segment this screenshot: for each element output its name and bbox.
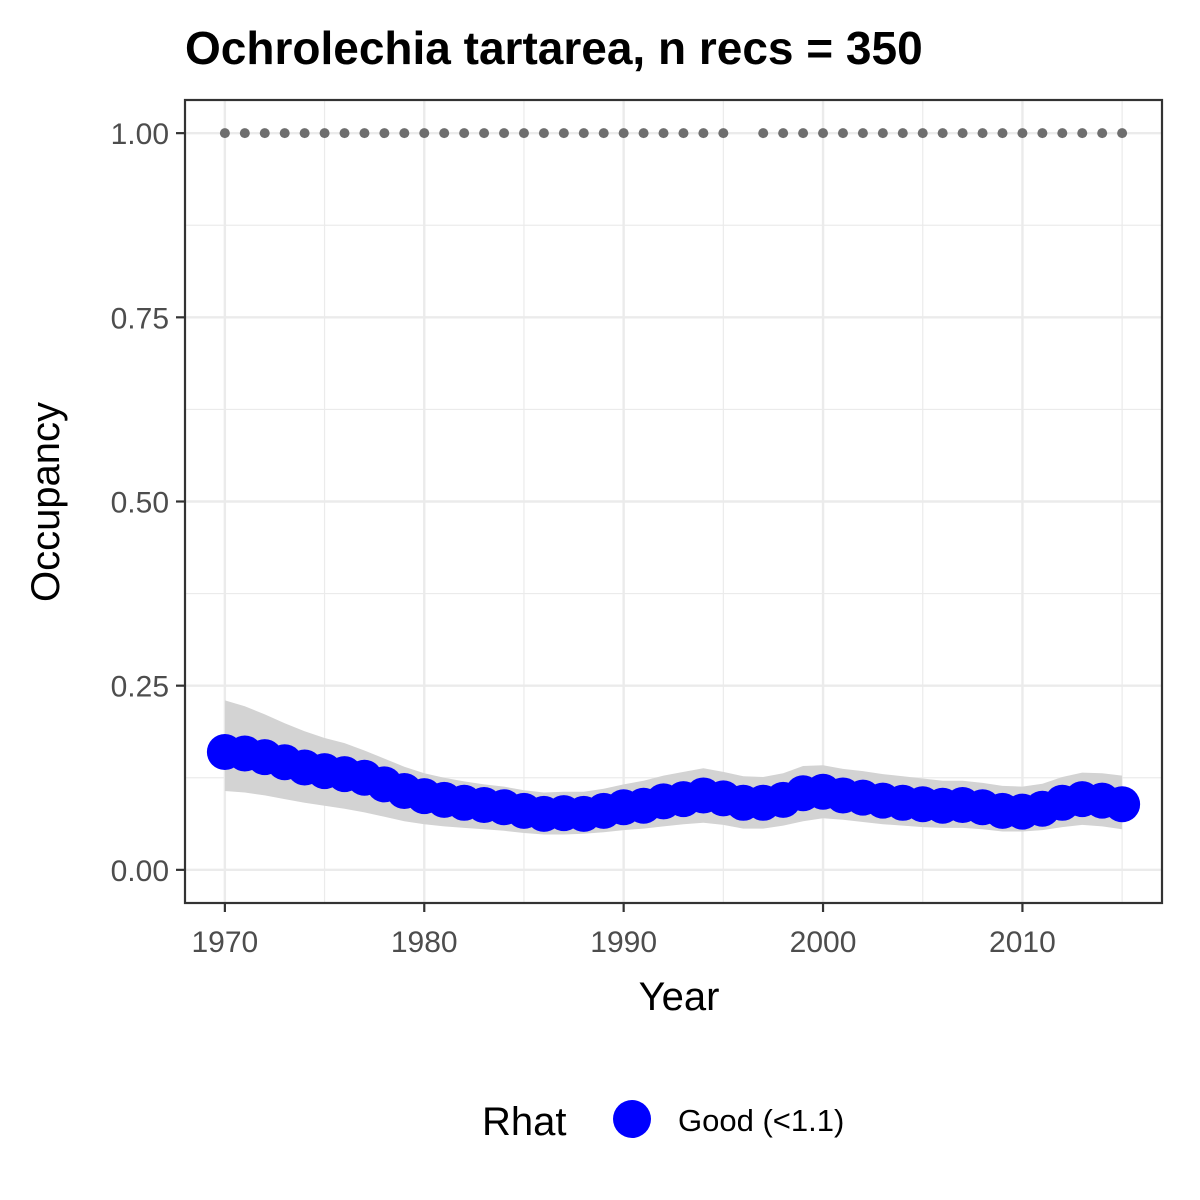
record-dot [459, 128, 470, 139]
record-dot [1077, 128, 1088, 139]
y-tick-label: 0.50 [111, 487, 169, 520]
record-dot [857, 128, 868, 139]
legend-key-good [613, 1100, 651, 1138]
record-dot [558, 128, 569, 139]
y-tick-label: 0.75 [111, 302, 169, 335]
record-dot [419, 128, 430, 139]
record-dot [957, 128, 968, 139]
x-tick-label: 1970 [192, 926, 259, 959]
record-dot [818, 128, 829, 139]
record-dot [897, 128, 908, 139]
occupancy-points [206, 733, 1141, 832]
record-dot [219, 128, 230, 139]
record-dots [219, 128, 1128, 139]
record-dot [379, 128, 390, 139]
record-dot [339, 128, 350, 139]
record-dot [239, 128, 250, 139]
record-dot [758, 128, 769, 139]
record-dot [837, 128, 848, 139]
record-dot [479, 128, 490, 139]
legend-label-good: Good (<1.1) [678, 1103, 844, 1138]
x-axis: 1970 1980 1990 2000 2010 [192, 903, 1056, 959]
record-dot [917, 128, 928, 139]
x-tick-label: 1990 [590, 926, 657, 959]
record-dot [798, 128, 809, 139]
record-dot [319, 128, 330, 139]
record-dot [538, 128, 549, 139]
record-dot [359, 128, 370, 139]
occupancy-point [1104, 786, 1141, 823]
y-axis: 0.00 0.25 0.50 0.75 1.00 [111, 118, 185, 888]
record-dot [718, 128, 729, 139]
record-dot [1117, 128, 1128, 139]
record-dot [518, 128, 529, 139]
record-dot [678, 128, 689, 139]
record-dot [997, 128, 1008, 139]
record-dot [299, 128, 310, 139]
y-tick-label: 1.00 [111, 118, 169, 151]
record-dot [399, 128, 410, 139]
record-dot [877, 128, 888, 139]
record-dot [618, 128, 629, 139]
y-tick-label: 0.00 [111, 855, 169, 888]
record-dot [259, 128, 270, 139]
record-dot [1057, 128, 1068, 139]
record-dot [1037, 128, 1048, 139]
record-dot [1097, 128, 1108, 139]
record-dot [598, 128, 609, 139]
record-dot [977, 128, 988, 139]
y-axis-title: Occupancy [24, 402, 68, 602]
record-dot [499, 128, 510, 139]
record-dot [578, 128, 589, 139]
record-dot [279, 128, 290, 139]
legend-title: Rhat [482, 1100, 567, 1144]
record-dot [1017, 128, 1028, 139]
record-dot [937, 128, 948, 139]
record-dot [698, 128, 709, 139]
record-dot [658, 128, 669, 139]
x-tick-label: 2010 [989, 926, 1056, 959]
y-tick-label: 0.25 [111, 671, 169, 704]
chart-title: Ochrolechia tartarea, n recs = 350 [185, 22, 923, 74]
x-tick-label: 2000 [790, 926, 857, 959]
x-tick-label: 1980 [391, 926, 458, 959]
record-dot [638, 128, 649, 139]
record-dot [778, 128, 789, 139]
x-axis-title: Year [639, 975, 720, 1019]
legend: Rhat Good (<1.1) [482, 1100, 844, 1144]
record-dot [439, 128, 450, 139]
